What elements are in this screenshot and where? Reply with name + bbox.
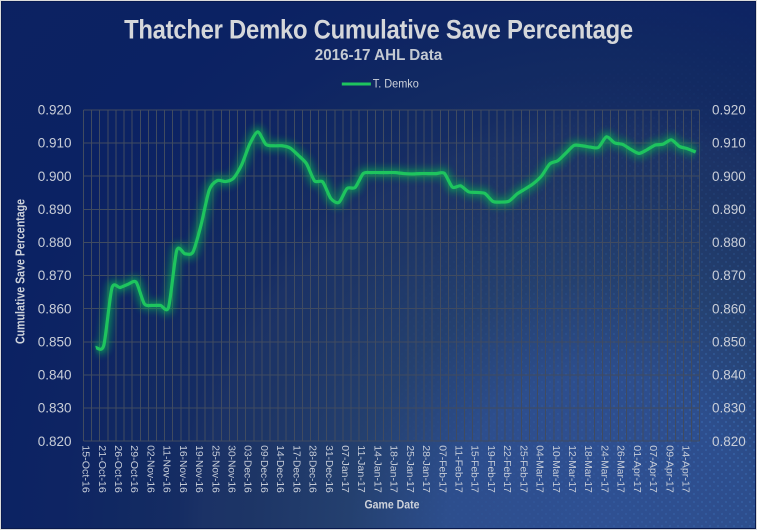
svg-text:0.910: 0.910 xyxy=(712,136,746,151)
svg-text:T. Demko: T. Demko xyxy=(373,77,419,91)
svg-text:30-Nov-16: 30-Nov-16 xyxy=(226,445,237,493)
svg-text:Cumulative Save Percentage: Cumulative Save Percentage xyxy=(14,199,28,344)
svg-text:0.920: 0.920 xyxy=(712,103,746,118)
svg-text:07-Jan-17: 07-Jan-17 xyxy=(339,445,350,493)
svg-text:01-Apr-17: 01-Apr-17 xyxy=(631,445,642,493)
svg-text:0.910: 0.910 xyxy=(38,136,72,151)
svg-text:0.820: 0.820 xyxy=(38,434,72,449)
svg-text:0.830: 0.830 xyxy=(712,401,746,416)
svg-text:0.900: 0.900 xyxy=(712,169,746,184)
svg-text:25-Nov-16: 25-Nov-16 xyxy=(209,445,220,493)
svg-text:14-Dec-16: 14-Dec-16 xyxy=(274,445,285,493)
svg-text:22-Feb-17: 22-Feb-17 xyxy=(501,445,512,493)
svg-text:28-Jan-17: 28-Jan-17 xyxy=(420,445,431,493)
svg-text:26-Mar-17: 26-Mar-17 xyxy=(615,445,626,493)
svg-text:19-Feb-17: 19-Feb-17 xyxy=(485,445,496,493)
svg-text:02-Nov-16: 02-Nov-16 xyxy=(144,445,155,493)
svg-text:0.830: 0.830 xyxy=(38,401,72,416)
svg-text:Thatcher Demko Cumulative Save: Thatcher Demko Cumulative Save Percentag… xyxy=(124,15,633,45)
svg-text:31-Dec-16: 31-Dec-16 xyxy=(323,445,334,493)
svg-text:16-Nov-16: 16-Nov-16 xyxy=(177,445,188,493)
svg-text:0.870: 0.870 xyxy=(38,268,72,283)
svg-text:18-Jan-17: 18-Jan-17 xyxy=(388,445,399,493)
svg-text:04-Mar-17: 04-Mar-17 xyxy=(534,445,545,493)
svg-text:24-Mar-17: 24-Mar-17 xyxy=(599,445,610,493)
svg-text:0.880: 0.880 xyxy=(712,235,746,250)
svg-text:0.840: 0.840 xyxy=(38,368,72,383)
svg-text:25-Feb-17: 25-Feb-17 xyxy=(517,445,528,493)
svg-text:11-Jan-17: 11-Jan-17 xyxy=(355,445,366,493)
svg-text:07-Apr-17: 07-Apr-17 xyxy=(647,445,658,493)
svg-text:0.890: 0.890 xyxy=(38,202,72,217)
svg-text:12-Mar-17: 12-Mar-17 xyxy=(566,445,577,493)
svg-text:15-Feb-17: 15-Feb-17 xyxy=(469,445,480,493)
svg-text:18-Mar-17: 18-Mar-17 xyxy=(582,445,593,493)
svg-text:11-Nov-16: 11-Nov-16 xyxy=(161,445,172,493)
svg-text:03-Dec-16: 03-Dec-16 xyxy=(242,445,253,493)
svg-text:17-Dec-16: 17-Dec-16 xyxy=(290,445,301,493)
svg-text:19-Nov-16: 19-Nov-16 xyxy=(193,445,204,493)
svg-text:15-Oct-16: 15-Oct-16 xyxy=(80,445,91,493)
svg-text:11-Feb-17: 11-Feb-17 xyxy=(453,445,464,493)
svg-text:0.850: 0.850 xyxy=(712,334,746,349)
svg-text:21-Oct-16: 21-Oct-16 xyxy=(96,445,107,493)
svg-text:09-Apr-17: 09-Apr-17 xyxy=(663,445,674,493)
svg-text:0.860: 0.860 xyxy=(712,301,746,316)
svg-text:29-Oct-16: 29-Oct-16 xyxy=(128,445,139,493)
svg-text:0.870: 0.870 xyxy=(712,268,746,283)
svg-text:10-Mar-17: 10-Mar-17 xyxy=(550,445,561,493)
svg-text:26-Oct-16: 26-Oct-16 xyxy=(112,445,123,493)
svg-text:14-Jan-17: 14-Jan-17 xyxy=(371,445,382,493)
svg-text:09-Dec-16: 09-Dec-16 xyxy=(258,445,269,493)
svg-text:07-Feb-17: 07-Feb-17 xyxy=(436,445,447,493)
svg-text:0.890: 0.890 xyxy=(712,202,746,217)
svg-text:0.900: 0.900 xyxy=(38,169,72,184)
svg-text:0.880: 0.880 xyxy=(38,235,72,250)
svg-text:Game Date: Game Date xyxy=(365,500,420,512)
svg-text:0.820: 0.820 xyxy=(712,434,746,449)
svg-text:0.920: 0.920 xyxy=(38,103,72,118)
svg-text:14-Apr-17: 14-Apr-17 xyxy=(680,445,691,493)
svg-text:2016-17 AHL Data: 2016-17 AHL Data xyxy=(315,47,443,64)
svg-text:0.840: 0.840 xyxy=(712,368,746,383)
svg-text:25-Jan-17: 25-Jan-17 xyxy=(404,445,415,493)
svg-text:28-Dec-16: 28-Dec-16 xyxy=(307,445,318,493)
svg-text:0.860: 0.860 xyxy=(38,301,72,316)
svg-text:0.850: 0.850 xyxy=(38,334,72,349)
